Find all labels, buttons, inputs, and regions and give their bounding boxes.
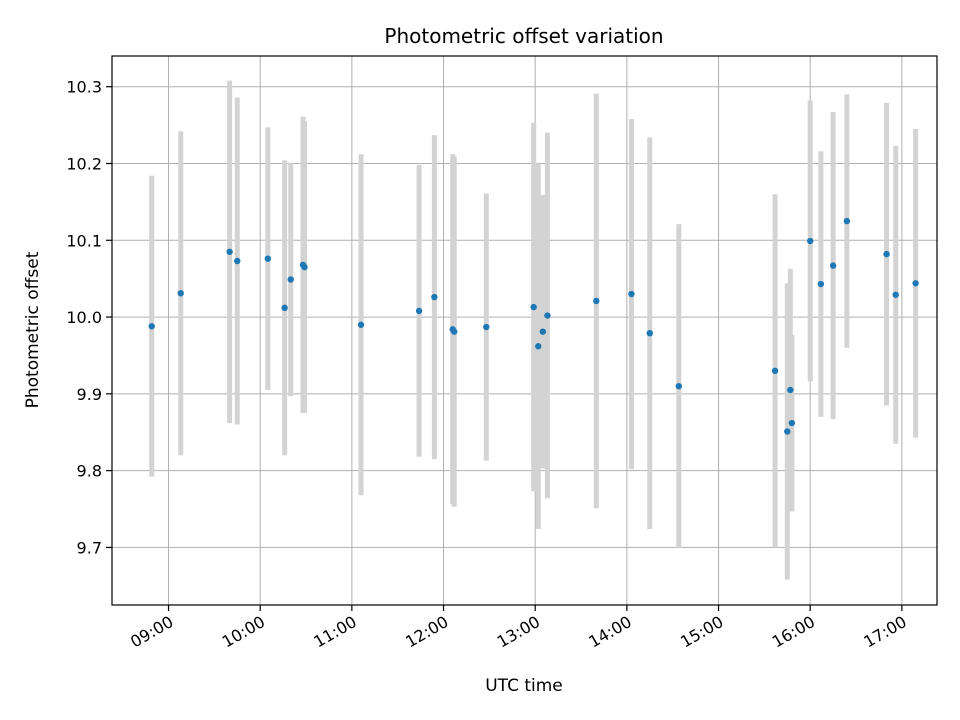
data-point xyxy=(806,237,814,245)
data-point xyxy=(544,312,551,319)
data-point xyxy=(646,329,653,337)
data-point xyxy=(287,276,294,283)
data-point xyxy=(883,250,890,258)
data-point xyxy=(535,343,542,350)
y-tick-label: 9.9 xyxy=(77,385,102,404)
data-point xyxy=(675,382,683,390)
data-point xyxy=(357,321,365,328)
data-point xyxy=(829,262,837,269)
data-point xyxy=(281,304,288,312)
y-tick-label: 10.2 xyxy=(66,154,102,173)
data-point xyxy=(784,428,791,435)
data-point xyxy=(530,303,537,311)
y-tick-label: 10.0 xyxy=(66,308,102,327)
x-axis-label: UTC time xyxy=(485,676,563,696)
data-point xyxy=(787,386,794,394)
data-point xyxy=(226,248,233,255)
y-axis-ticks: 9.7 9.8 9.9 10.0 10.1 10.2 10.3 xyxy=(66,78,112,557)
data-point xyxy=(788,419,796,427)
y-tick-label: 9.7 xyxy=(77,538,102,557)
data-point xyxy=(843,217,851,225)
y-tick-label: 10.1 xyxy=(66,231,102,250)
data-point xyxy=(483,323,490,331)
data-point xyxy=(539,328,547,335)
y-tick-label: 9.8 xyxy=(77,462,102,481)
data-point xyxy=(451,328,458,335)
data-point xyxy=(593,297,600,305)
data-point xyxy=(234,257,241,265)
data-point xyxy=(431,293,438,301)
data-point xyxy=(301,263,308,271)
data-points xyxy=(148,217,919,435)
y-axis-label: Photometric offset xyxy=(23,251,43,408)
y-tick-label: 10.3 xyxy=(66,78,102,97)
data-point xyxy=(264,255,272,262)
data-point xyxy=(912,280,919,287)
data-point xyxy=(817,280,825,288)
plot-frame xyxy=(111,55,938,606)
data-point xyxy=(415,307,423,315)
data-point xyxy=(771,367,779,375)
data-point xyxy=(177,290,184,297)
data-point xyxy=(148,323,155,330)
data-point xyxy=(628,290,635,298)
data-point xyxy=(892,291,899,298)
chart-title: Photometric offset variation xyxy=(384,24,663,48)
